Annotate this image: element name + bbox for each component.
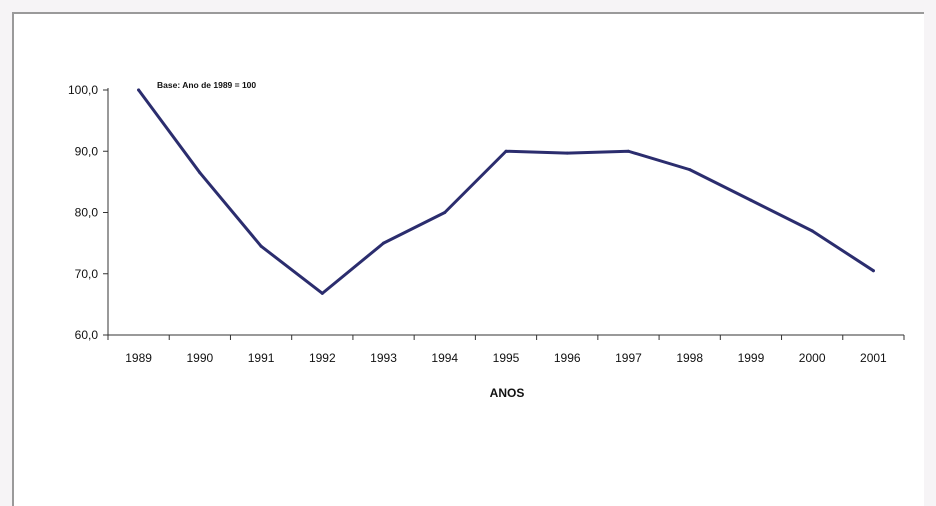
data-point [626, 149, 630, 153]
data-point [565, 151, 569, 155]
x-tick-label: 1991 [248, 351, 275, 365]
x-tick-label: 1990 [186, 351, 213, 365]
chart-frame [12, 12, 924, 506]
data-point [749, 198, 753, 202]
y-tick-label: 60,0 [75, 328, 99, 342]
x-tick-label: 1993 [370, 351, 397, 365]
data-point [198, 171, 202, 175]
x-tick-label: 1995 [493, 351, 520, 365]
data-point [382, 241, 386, 245]
data-point [871, 269, 875, 273]
data-point [688, 168, 692, 172]
data-point [443, 211, 447, 214]
data-point [137, 88, 141, 92]
x-tick-label: 1994 [431, 351, 458, 365]
data-point [259, 244, 263, 248]
y-tick-label: 80,0 [75, 206, 99, 220]
y-tick-label: 100,0 [68, 83, 98, 97]
y-tick-label: 90,0 [75, 144, 99, 158]
x-axis-ticks: 1989 1990 1991 1992 1993 1994 1995 1996 1997 1998… [107, 335, 905, 365]
y-axis-ticks: 100,0 90,0 80,0 70,0 60,0 [68, 83, 108, 342]
x-tick-label: 2000 [799, 351, 826, 365]
data-point [810, 229, 814, 233]
data-point [504, 149, 508, 153]
y-tick-label: 70,0 [75, 267, 99, 281]
chart-annotation: Base: Ano de 1989 = 100 [157, 80, 256, 90]
x-tick-label: 1998 [676, 351, 703, 365]
series-line [137, 88, 875, 295]
x-tick-label: 1999 [738, 351, 765, 365]
data-point [320, 291, 324, 295]
x-tick-label: 1997 [615, 351, 642, 365]
axes [107, 88, 904, 336]
series-group [137, 88, 875, 295]
x-axis-title: ANOS [490, 386, 525, 400]
x-tick-label: 1996 [554, 351, 581, 365]
x-tick-label: 1992 [309, 351, 336, 365]
x-tick-label: 2001 [860, 351, 887, 365]
x-tick-label: 1989 [125, 351, 152, 365]
